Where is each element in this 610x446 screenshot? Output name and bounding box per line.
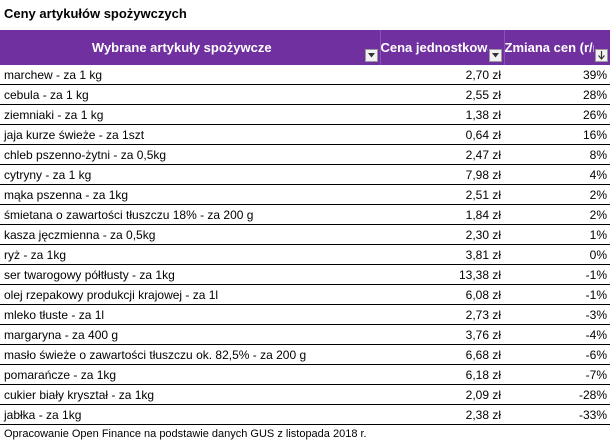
table-row: kasza jęczmienna - za 0,5kg 2,30 zł 1% — [0, 224, 610, 245]
cell-item[interactable]: margaryna - za 400 g — [0, 324, 380, 345]
cell-change[interactable]: -3% — [504, 304, 610, 325]
table-row: masło świeże o zawartości tłuszczu ok. 8… — [0, 344, 610, 365]
cell-change[interactable]: 8% — [504, 144, 610, 165]
column-header-price: Cena jednostkowa — [380, 30, 505, 65]
cell-price[interactable]: 6,08 zł — [380, 284, 504, 305]
filter-dropdown-button[interactable] — [488, 49, 502, 62]
cell-price[interactable]: 2,73 zł — [380, 304, 504, 325]
cell-change[interactable]: 1% — [504, 224, 610, 245]
sort-descending-icon — [597, 51, 605, 60]
cell-item[interactable]: olej rzepakowy produkcji krajowej - za 1… — [0, 284, 380, 305]
table-row: cukier biały kryształ - za 1kg 2,09 zł -28… — [0, 384, 610, 405]
table-row: śmietana o zawartości tłuszczu 18% - za … — [0, 204, 610, 225]
cell-item[interactable]: chleb pszenno-żytni - za 0,5kg — [0, 144, 380, 165]
cell-price[interactable]: 2,38 zł — [380, 404, 504, 425]
cell-change[interactable]: -6% — [504, 344, 610, 365]
cell-change[interactable]: 16% — [504, 124, 610, 145]
cell-item[interactable]: śmietana o zawartości tłuszczu 18% - za … — [0, 204, 380, 225]
table-row: mąka pszenna - za 1kg 2,51 zł 2% — [0, 184, 610, 205]
chevron-down-icon — [367, 53, 375, 58]
cell-item[interactable]: ryż - za 1kg — [0, 244, 380, 265]
cell-price[interactable]: 2,47 zł — [380, 144, 504, 165]
chevron-down-icon — [491, 53, 499, 58]
table-row: ryż - za 1kg 3,81 zł 0% — [0, 244, 610, 265]
table-row: ziemniaki - za 1 kg 1,38 zł 26% — [0, 104, 610, 125]
table-row: jabłka - za 1kg 2,38 zł -33% — [0, 404, 610, 425]
cell-change[interactable]: 2% — [504, 204, 610, 225]
cell-change[interactable]: -4% — [504, 324, 610, 345]
cell-change[interactable]: -33% — [504, 404, 610, 425]
table-row: chleb pszenno-żytni - za 0,5kg 2,47 zł 8% — [0, 144, 610, 165]
cell-item[interactable]: jaja kurze świeże - za 1szt — [0, 124, 380, 145]
table-row: cytryny - za 1 kg 7,98 zł 4% — [0, 164, 610, 185]
cell-change[interactable]: 0% — [504, 244, 610, 265]
table-row: marchew - za 1 kg 2,70 zł 39% — [0, 65, 610, 85]
cell-item[interactable]: kasza jęczmienna - za 0,5kg — [0, 224, 380, 245]
cell-item[interactable]: pomarańcze - za 1kg — [0, 364, 380, 385]
cell-change[interactable]: 26% — [504, 104, 610, 125]
cell-price[interactable]: 2,09 zł — [380, 384, 504, 405]
column-header-change: Zmiana cen (r/r) — [504, 30, 610, 65]
cell-change[interactable]: -1% — [504, 264, 610, 285]
cell-price[interactable]: 2,30 zł — [380, 224, 504, 245]
cell-change[interactable]: 28% — [504, 84, 610, 105]
table-row: pomarańcze - za 1kg 6,18 zł -7% — [0, 364, 610, 385]
price-table: Wybrane artykuły spożywcze Cena jednostk… — [0, 30, 610, 425]
cell-change[interactable]: -28% — [504, 384, 610, 405]
cell-change[interactable]: 4% — [504, 164, 610, 185]
table-row: cebula - za 1 kg 2,55 zł 28% — [0, 84, 610, 105]
cell-item[interactable]: mąka pszenna - za 1kg — [0, 184, 380, 205]
table-header-row: Wybrane artykuły spożywcze Cena jednostk… — [0, 30, 610, 65]
cell-price[interactable]: 6,68 zł — [380, 344, 504, 365]
cell-price[interactable]: 2,55 zł — [380, 84, 504, 105]
column-header-label: Zmiana cen (r/r) — [504, 40, 594, 55]
cell-price[interactable]: 6,18 zł — [380, 364, 504, 385]
cell-price[interactable]: 13,38 zł — [380, 264, 504, 285]
cell-change[interactable]: 2% — [504, 184, 610, 205]
cell-item[interactable]: ser twarogowy półtłusty - za 1kg — [0, 264, 380, 285]
table-row: mleko tłuste - za 1l 2,73 zł -3% — [0, 304, 610, 325]
cell-price[interactable]: 0,64 zł — [380, 124, 504, 145]
cell-change[interactable]: -1% — [504, 284, 610, 305]
source-note: Opracowanie Open Finance na podstawie da… — [4, 428, 367, 440]
table-row: olej rzepakowy produkcji krajowej - za 1… — [0, 284, 610, 305]
cell-item[interactable]: jabłka - za 1kg — [0, 404, 380, 425]
cell-price[interactable]: 2,51 zł — [380, 184, 504, 205]
cell-price[interactable]: 1,84 zł — [380, 204, 504, 225]
cell-item[interactable]: mleko tłuste - za 1l — [0, 304, 380, 325]
cell-item[interactable]: ziemniaki - za 1 kg — [0, 104, 380, 125]
cell-item[interactable]: masło świeże o zawartości tłuszczu ok. 8… — [0, 344, 380, 365]
table-row: jaja kurze świeże - za 1szt 0,64 zł 16% — [0, 124, 610, 145]
cell-change[interactable]: 39% — [504, 65, 610, 85]
column-header-label: Cena jednostkowa — [380, 40, 488, 55]
cell-price[interactable]: 1,38 zł — [380, 104, 504, 125]
column-header-label: Wybrane artykuły spożywcze — [91, 40, 272, 55]
cell-price[interactable]: 7,98 zł — [380, 164, 504, 185]
sheet-title: Ceny artykułów spożywczych — [4, 6, 187, 21]
table-row: margaryna - za 400 g 3,76 zł -4% — [0, 324, 610, 345]
cell-price[interactable]: 3,81 zł — [380, 244, 504, 265]
cell-price[interactable]: 2,70 zł — [380, 65, 504, 85]
column-header-item: Wybrane artykuły spożywcze — [0, 30, 381, 65]
filter-dropdown-button[interactable] — [364, 49, 378, 62]
table-row: ser twarogowy półtłusty - za 1kg 13,38 zł… — [0, 264, 610, 285]
cell-price[interactable]: 3,76 zł — [380, 324, 504, 345]
cell-change[interactable]: -7% — [504, 364, 610, 385]
sort-desc-dropdown-button[interactable] — [594, 49, 608, 62]
cell-item[interactable]: cebula - za 1 kg — [0, 84, 380, 105]
cell-item[interactable]: cytryny - za 1 kg — [0, 164, 380, 185]
cell-item[interactable]: cukier biały kryształ - za 1kg — [0, 384, 380, 405]
cell-item[interactable]: marchew - za 1 kg — [0, 65, 380, 85]
